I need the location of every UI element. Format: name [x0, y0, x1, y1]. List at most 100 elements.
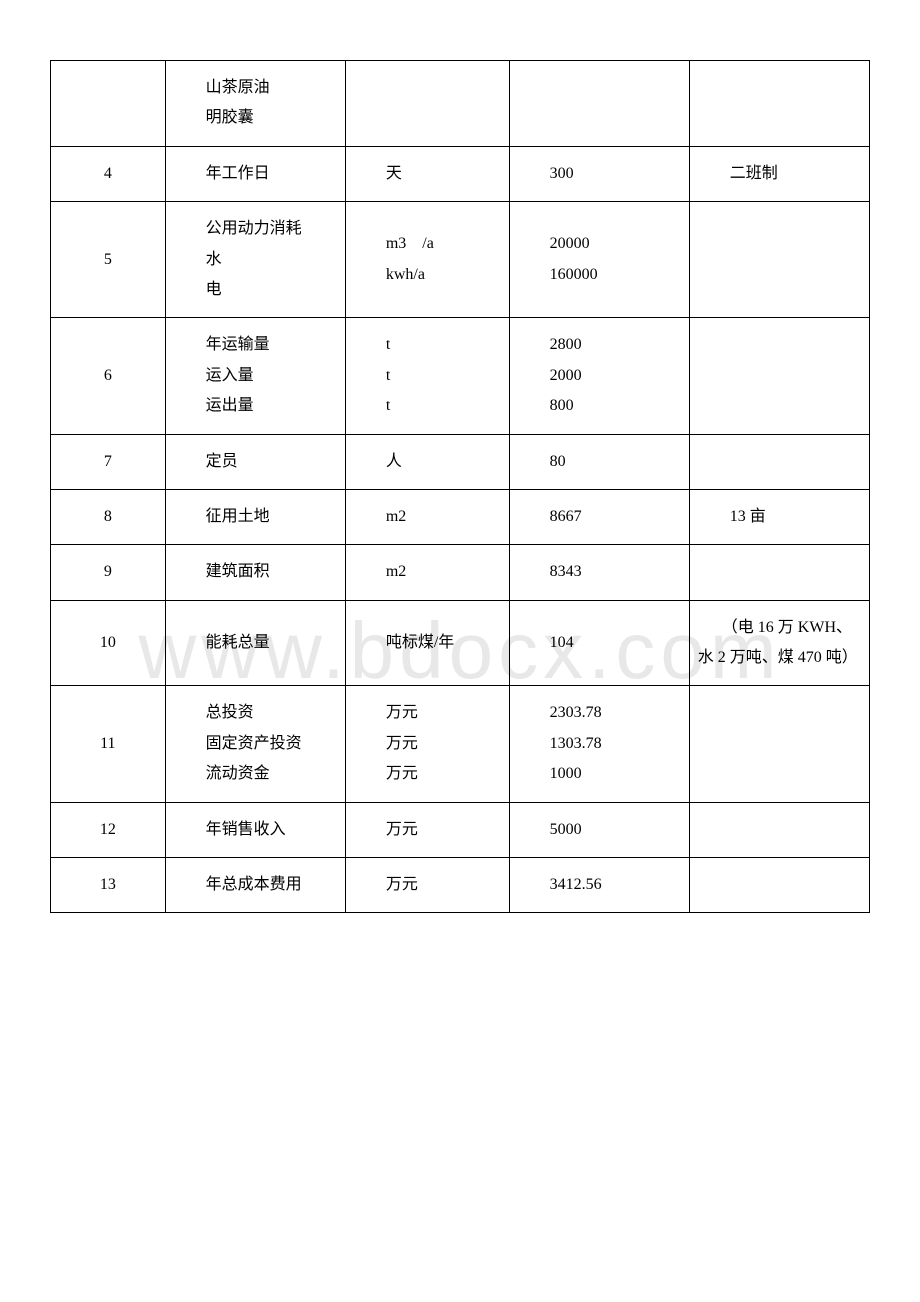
name-line: 流动资金: [174, 759, 337, 789]
row-unit: 人: [345, 434, 509, 489]
row-remark: [689, 202, 869, 318]
row-number: 6: [51, 318, 166, 434]
row-value: 5000: [509, 802, 689, 857]
row-unit: 万元 万元 万元: [345, 686, 509, 802]
table-row: 4 年工作日 天 300 二班制: [51, 146, 870, 201]
name-line: 定员: [174, 447, 337, 477]
name-line: 年运输量: [174, 330, 337, 360]
name-line: 年工作日: [174, 159, 337, 189]
table-row: 9 建筑面积 m2 8343: [51, 545, 870, 600]
name-line: 公用动力消耗: [174, 214, 337, 244]
row-remark: 二班制: [689, 146, 869, 201]
row-value: 20000 160000: [509, 202, 689, 318]
row-unit: m2: [345, 545, 509, 600]
value-line: 160000: [518, 260, 681, 290]
value-line: 5000: [518, 815, 681, 845]
unit-line: t: [354, 361, 501, 391]
name-line: 运出量: [174, 391, 337, 421]
row-name: 年总成本费用: [165, 858, 345, 913]
name-line: 山茶原油: [174, 73, 337, 103]
row-value: 80: [509, 434, 689, 489]
value-line: 8343: [518, 557, 681, 587]
row-name: 年工作日: [165, 146, 345, 201]
value-line: 104: [518, 628, 681, 658]
name-line: 运入量: [174, 361, 337, 391]
value-line: 20000: [518, 229, 681, 259]
unit-line: 天: [354, 159, 501, 189]
table-row: 7 定员 人 80: [51, 434, 870, 489]
row-number: 13: [51, 858, 166, 913]
row-value: 2800 2000 800: [509, 318, 689, 434]
row-remark: [689, 61, 869, 147]
row-unit: 万元: [345, 858, 509, 913]
row-unit: t t t: [345, 318, 509, 434]
row-value: [509, 61, 689, 147]
value-line: 8667: [518, 502, 681, 532]
unit-line: 万元: [354, 759, 501, 789]
table-row: 13 年总成本费用 万元 3412.56: [51, 858, 870, 913]
name-line: 建筑面积: [174, 557, 337, 587]
row-remark: [689, 686, 869, 802]
row-remark: [689, 318, 869, 434]
row-value: 2303.78 1303.78 1000: [509, 686, 689, 802]
row-unit: 吨标煤/年: [345, 600, 509, 686]
table-row: 12 年销售收入 万元 5000: [51, 802, 870, 857]
row-name: 公用动力消耗 水 电: [165, 202, 345, 318]
unit-line: m2: [354, 502, 501, 532]
row-remark: （电 16 万 KWH、水 2 万吨、煤 470 吨）: [689, 600, 869, 686]
row-value: 104: [509, 600, 689, 686]
value-line: 800: [518, 391, 681, 421]
data-table: 山茶原油 明胶囊4 年工作日 天 300 二班制5 公用动力消耗 水 电 m3 …: [50, 60, 870, 913]
unit-line: t: [354, 391, 501, 421]
row-remark: [689, 802, 869, 857]
row-name: 山茶原油 明胶囊: [165, 61, 345, 147]
row-number: 4: [51, 146, 166, 201]
row-value: 8667: [509, 489, 689, 544]
unit-line: m2: [354, 557, 501, 587]
table-row: 11 总投资 固定资产投资 流动资金 万元 万元 万元 2303.78 1303…: [51, 686, 870, 802]
name-line: 年销售收入: [174, 815, 337, 845]
table-row: 5 公用动力消耗 水 电 m3 /a kwh/a 20000 160000: [51, 202, 870, 318]
name-line: 年总成本费用: [174, 870, 337, 900]
unit-line: 万元: [354, 815, 501, 845]
row-value: 3412.56: [509, 858, 689, 913]
row-name: 年销售收入: [165, 802, 345, 857]
unit-line: 吨标煤/年: [354, 628, 501, 658]
row-number: 9: [51, 545, 166, 600]
table-row: 8 征用土地 m2 8667 13 亩: [51, 489, 870, 544]
row-number: 11: [51, 686, 166, 802]
value-line: 300: [518, 159, 681, 189]
table-row: 6 年运输量 运入量 运出量 t t t 2800 2000 800: [51, 318, 870, 434]
name-line: 明胶囊: [174, 103, 337, 133]
row-unit: 万元: [345, 802, 509, 857]
row-number: 12: [51, 802, 166, 857]
name-line: 征用土地: [174, 502, 337, 532]
table-row: 山茶原油 明胶囊: [51, 61, 870, 147]
row-number: 5: [51, 202, 166, 318]
unit-line: 万元: [354, 729, 501, 759]
name-line: 固定资产投资: [174, 729, 337, 759]
value-line: 80: [518, 447, 681, 477]
table-body: 山茶原油 明胶囊4 年工作日 天 300 二班制5 公用动力消耗 水 电 m3 …: [51, 61, 870, 913]
value-line: 2000: [518, 361, 681, 391]
row-unit: 天: [345, 146, 509, 201]
row-unit: [345, 61, 509, 147]
row-name: 总投资 固定资产投资 流动资金: [165, 686, 345, 802]
value-line: 2303.78: [518, 698, 681, 728]
row-number: [51, 61, 166, 147]
row-name: 征用土地: [165, 489, 345, 544]
unit-line: 万元: [354, 698, 501, 728]
row-remark: 13 亩: [689, 489, 869, 544]
name-line: 总投资: [174, 698, 337, 728]
row-value: 8343: [509, 545, 689, 600]
row-number: 10: [51, 600, 166, 686]
row-remark: [689, 545, 869, 600]
value-line: 2800: [518, 330, 681, 360]
value-line: 3412.56: [518, 870, 681, 900]
name-line: 水: [174, 245, 337, 275]
unit-line: t: [354, 330, 501, 360]
row-name: 年运输量 运入量 运出量: [165, 318, 345, 434]
row-name: 建筑面积: [165, 545, 345, 600]
value-line: 1000: [518, 759, 681, 789]
row-name: 定员: [165, 434, 345, 489]
